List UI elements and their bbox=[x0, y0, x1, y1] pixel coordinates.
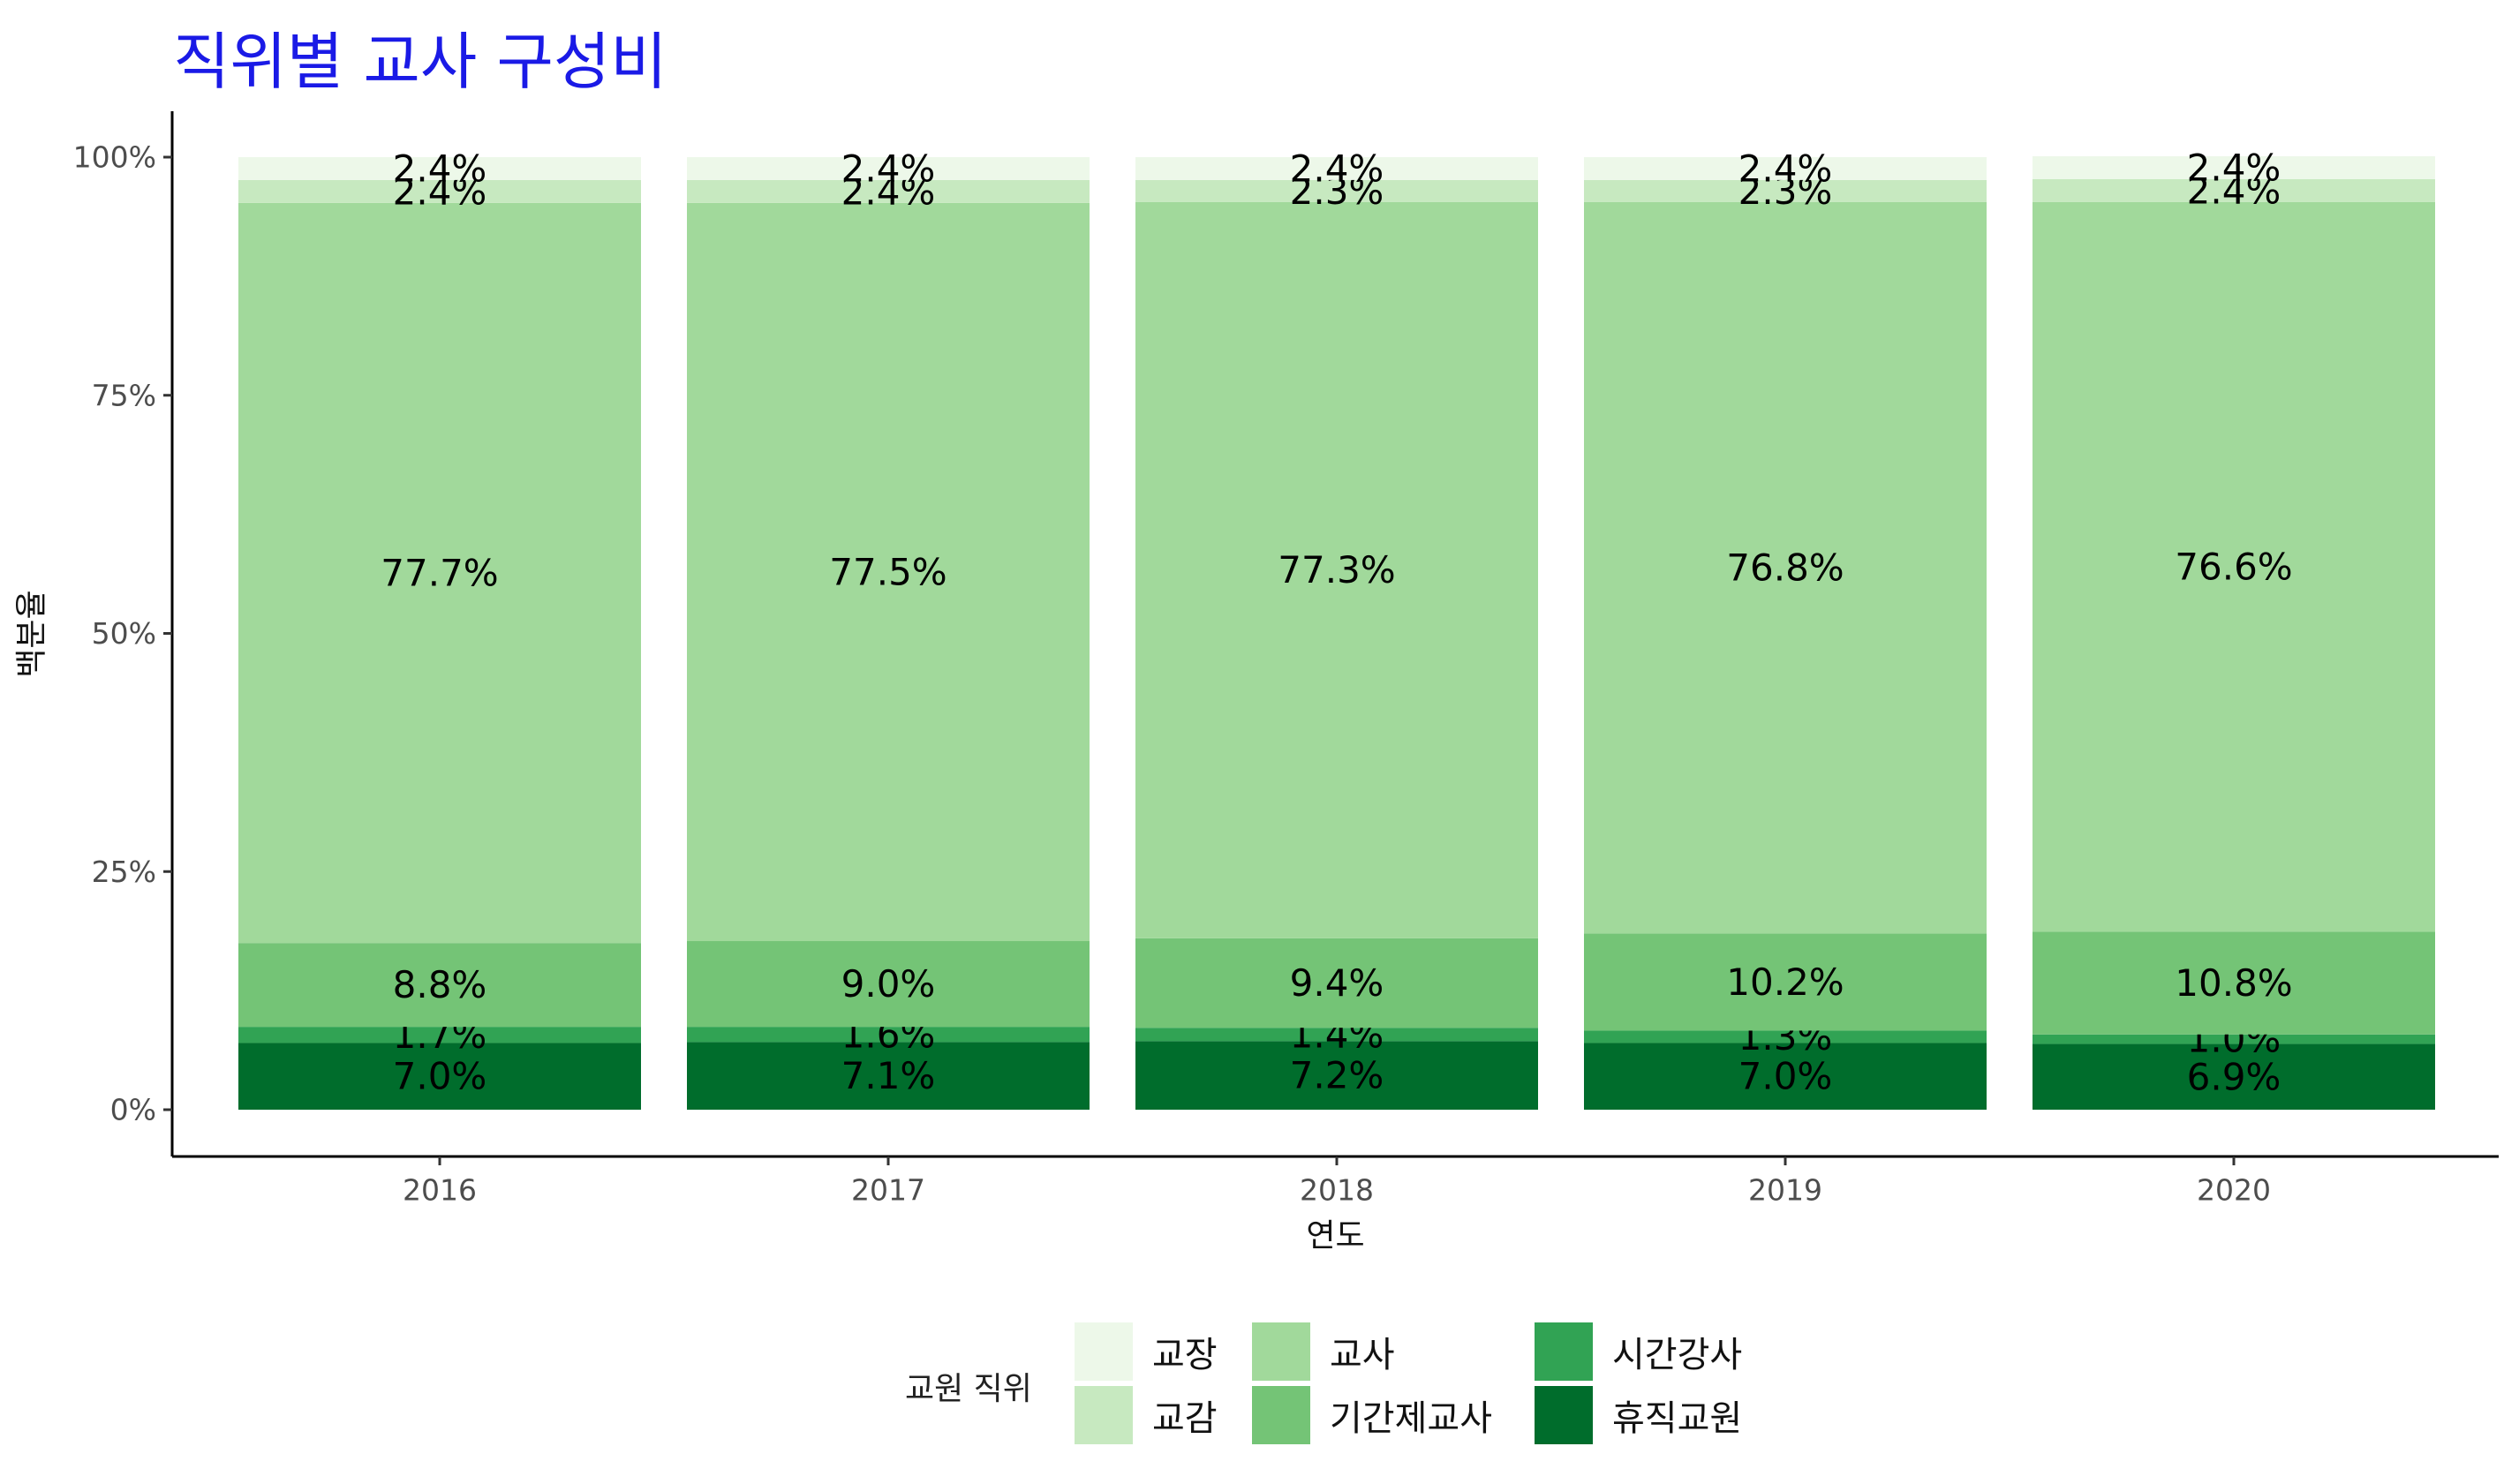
legend-item-on-leave-teacher: 휴직교원 bbox=[1535, 1386, 1742, 1444]
bar-segment bbox=[238, 1027, 641, 1043]
legend: 교원 직위 교장 교감 교사 기간제교사 시간강사 휴직교원 bbox=[905, 1322, 1841, 1446]
bar-segment bbox=[2033, 178, 2435, 202]
y-tick-label: 25% bbox=[92, 855, 156, 889]
bar-segment bbox=[687, 179, 1090, 203]
bar-segment bbox=[1135, 201, 1538, 938]
chart-title: 직위별 교사 구성비 bbox=[173, 26, 667, 98]
data-label: 7.0% bbox=[1738, 1055, 1833, 1098]
data-label: 7.0% bbox=[393, 1055, 487, 1098]
bar-segment bbox=[2033, 201, 2435, 932]
legend-swatch bbox=[1075, 1386, 1133, 1444]
bar-segment bbox=[687, 941, 1090, 1028]
legend-label: 기간제교사 bbox=[1330, 1398, 1492, 1439]
bar-segment bbox=[2033, 1043, 2435, 1110]
data-label: 2.4% bbox=[1738, 147, 1833, 190]
legend-item-contract-teacher: 기간제교사 bbox=[1252, 1386, 1492, 1444]
data-label: 7.1% bbox=[841, 1054, 936, 1097]
bar-segment bbox=[2033, 931, 2435, 1035]
legend-item-principal: 교장 bbox=[1075, 1322, 1218, 1381]
data-label: 2.4% bbox=[393, 147, 487, 190]
legend-label: 교감 bbox=[1152, 1398, 1218, 1439]
data-label: 10.8% bbox=[2175, 961, 2292, 1005]
legend-title: 교원 직위 bbox=[905, 1371, 1032, 1407]
y-axis-title: 백분율 bbox=[14, 590, 50, 677]
legend-label: 교사 bbox=[1330, 1335, 1395, 1375]
bar-segment bbox=[687, 1027, 1090, 1043]
bar-segment bbox=[1135, 938, 1538, 1028]
bar-segment bbox=[687, 202, 1090, 942]
data-label: 76.6% bbox=[2175, 545, 2292, 588]
bar-segment bbox=[1584, 1030, 1987, 1043]
data-label: 8.8% bbox=[393, 963, 487, 1006]
bar-segment bbox=[2033, 1034, 2435, 1044]
bar-segment bbox=[1584, 201, 1987, 934]
data-label: 76.8% bbox=[1726, 546, 1844, 590]
bar-segment bbox=[1135, 1028, 1538, 1042]
data-label: 9.0% bbox=[841, 962, 936, 1006]
x-tick-label: 2020 bbox=[2197, 1173, 2271, 1208]
x-tick-label: 2017 bbox=[851, 1173, 925, 1208]
bar-segment bbox=[1135, 157, 1538, 180]
bar-segment bbox=[687, 157, 1090, 180]
bar-segment bbox=[238, 943, 641, 1028]
data-label: 2.4% bbox=[2187, 146, 2281, 189]
data-label: 77.7% bbox=[381, 551, 498, 594]
bar-segment bbox=[1135, 179, 1538, 202]
data-label: 6.9% bbox=[2187, 1055, 2281, 1098]
data-label: 7.2% bbox=[1290, 1054, 1384, 1097]
data-label: 9.4% bbox=[1290, 961, 1384, 1005]
bar-segment bbox=[238, 179, 641, 203]
legend-swatch bbox=[1075, 1322, 1133, 1381]
data-label: 77.3% bbox=[1278, 548, 1395, 591]
data-label: 2.4% bbox=[841, 147, 936, 190]
y-tick-label: 50% bbox=[92, 616, 156, 651]
data-label: 2.4% bbox=[1290, 147, 1384, 190]
legend-label: 교장 bbox=[1152, 1335, 1218, 1375]
bar-segment bbox=[1135, 1041, 1538, 1110]
bar-segment bbox=[687, 1042, 1090, 1110]
y-tick-label: 75% bbox=[92, 378, 156, 412]
legend-swatch bbox=[1535, 1322, 1593, 1381]
bar-segment bbox=[1584, 933, 1987, 1031]
x-tick-label: 2019 bbox=[1748, 1173, 1822, 1208]
y-tick-label: 100% bbox=[73, 140, 156, 175]
legend-swatch bbox=[1252, 1322, 1310, 1381]
data-label: 77.5% bbox=[829, 550, 947, 593]
y-tick-label: 0% bbox=[110, 1093, 156, 1127]
x-axis-title: 연도 bbox=[1306, 1218, 1364, 1254]
legend-item-teacher: 교사 bbox=[1252, 1322, 1395, 1381]
bar-segment bbox=[1584, 157, 1987, 180]
x-tick-label: 2016 bbox=[403, 1173, 477, 1208]
x-tick-label: 2018 bbox=[1300, 1173, 1374, 1208]
legend-item-part-time-lecturer: 시간강사 bbox=[1535, 1322, 1742, 1381]
legend-item-vice-principal: 교감 bbox=[1075, 1386, 1218, 1444]
legend-swatch bbox=[1252, 1386, 1310, 1444]
bar-segment bbox=[1584, 1043, 1987, 1110]
legend-label: 휴직교원 bbox=[1612, 1398, 1743, 1439]
bar-segment bbox=[238, 1043, 641, 1110]
bar-segment bbox=[238, 157, 641, 180]
bar-segment bbox=[2033, 155, 2435, 179]
bar-segment bbox=[238, 202, 641, 944]
legend-label: 시간강사 bbox=[1612, 1335, 1743, 1375]
bar-segment bbox=[1584, 179, 1987, 202]
data-label: 10.2% bbox=[1726, 960, 1844, 1004]
legend-swatch bbox=[1535, 1386, 1593, 1444]
